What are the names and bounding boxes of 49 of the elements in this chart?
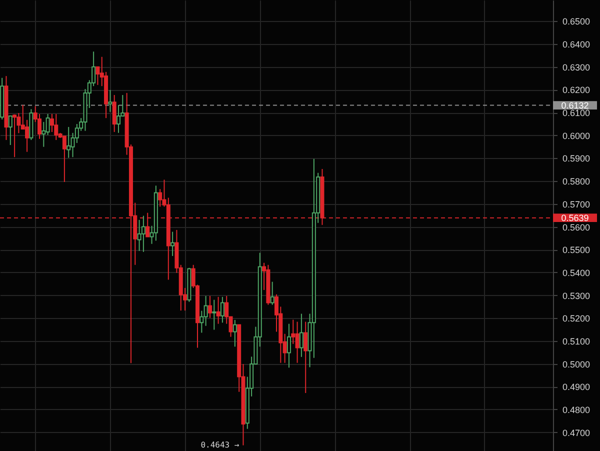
candlestick <box>62 136 66 182</box>
candlestick <box>170 231 175 256</box>
candlestick <box>108 89 112 112</box>
candlestick <box>216 296 220 324</box>
y-tick-label: 0.6000 <box>562 130 590 141</box>
candlestick <box>112 94 116 132</box>
candlestick <box>304 321 308 394</box>
candlestick <box>286 323 291 368</box>
candlestick <box>212 299 216 330</box>
y-tick-label: 0.4900 <box>562 382 590 392</box>
y-tick-label: 0.5800 <box>562 176 590 187</box>
candlestick <box>54 113 58 140</box>
candlestick <box>220 296 224 324</box>
y-tick-label: 0.6200 <box>562 85 590 96</box>
candlestick <box>116 104 120 134</box>
annotation: 0.4643 → <box>200 440 240 450</box>
y-tick-label: 0.5700 <box>562 199 590 210</box>
y-tick-label: 0.6300 <box>562 62 590 72</box>
ref-line-label: 0.5639 <box>561 212 589 223</box>
candlestick <box>137 219 142 252</box>
candlestick <box>8 116 12 146</box>
y-tick-label: 0.6500 <box>562 16 590 27</box>
y-tick-label: 0.6400 <box>562 40 590 50</box>
candlestick <box>42 121 46 148</box>
y-tick-label: 0.5000 <box>562 359 590 370</box>
candlestick <box>204 295 208 326</box>
candlestick <box>232 319 237 348</box>
candlestick <box>295 321 300 364</box>
y-tick-label: 0.5300 <box>562 290 590 301</box>
y-tick-label: 0.5900 <box>562 154 590 164</box>
y-tick-label: 0.5500 <box>562 245 590 256</box>
y-tick-label: 0.6100 <box>562 108 590 118</box>
y-tick-label: 0.4700 <box>562 428 590 438</box>
candlestick <box>12 114 17 158</box>
y-tick-label: 0.4800 <box>562 404 590 415</box>
y-tick-label: 0.5100 <box>562 336 590 346</box>
candlestick <box>208 295 212 318</box>
candlestick <box>141 215 146 252</box>
candlestick <box>270 281 274 306</box>
y-tick-label: 0.5600 <box>562 222 590 232</box>
candlestick <box>291 319 296 344</box>
y-tick-label: 0.5200 <box>562 314 590 324</box>
candlestick <box>299 313 304 358</box>
ref-line-label: 0.6132 <box>561 100 589 110</box>
candlestick <box>25 119 30 152</box>
y-tick-label: 0.5400 <box>562 268 590 278</box>
candlestick <box>96 66 100 86</box>
candlestick <box>66 126 71 158</box>
candlestick <box>46 113 50 136</box>
